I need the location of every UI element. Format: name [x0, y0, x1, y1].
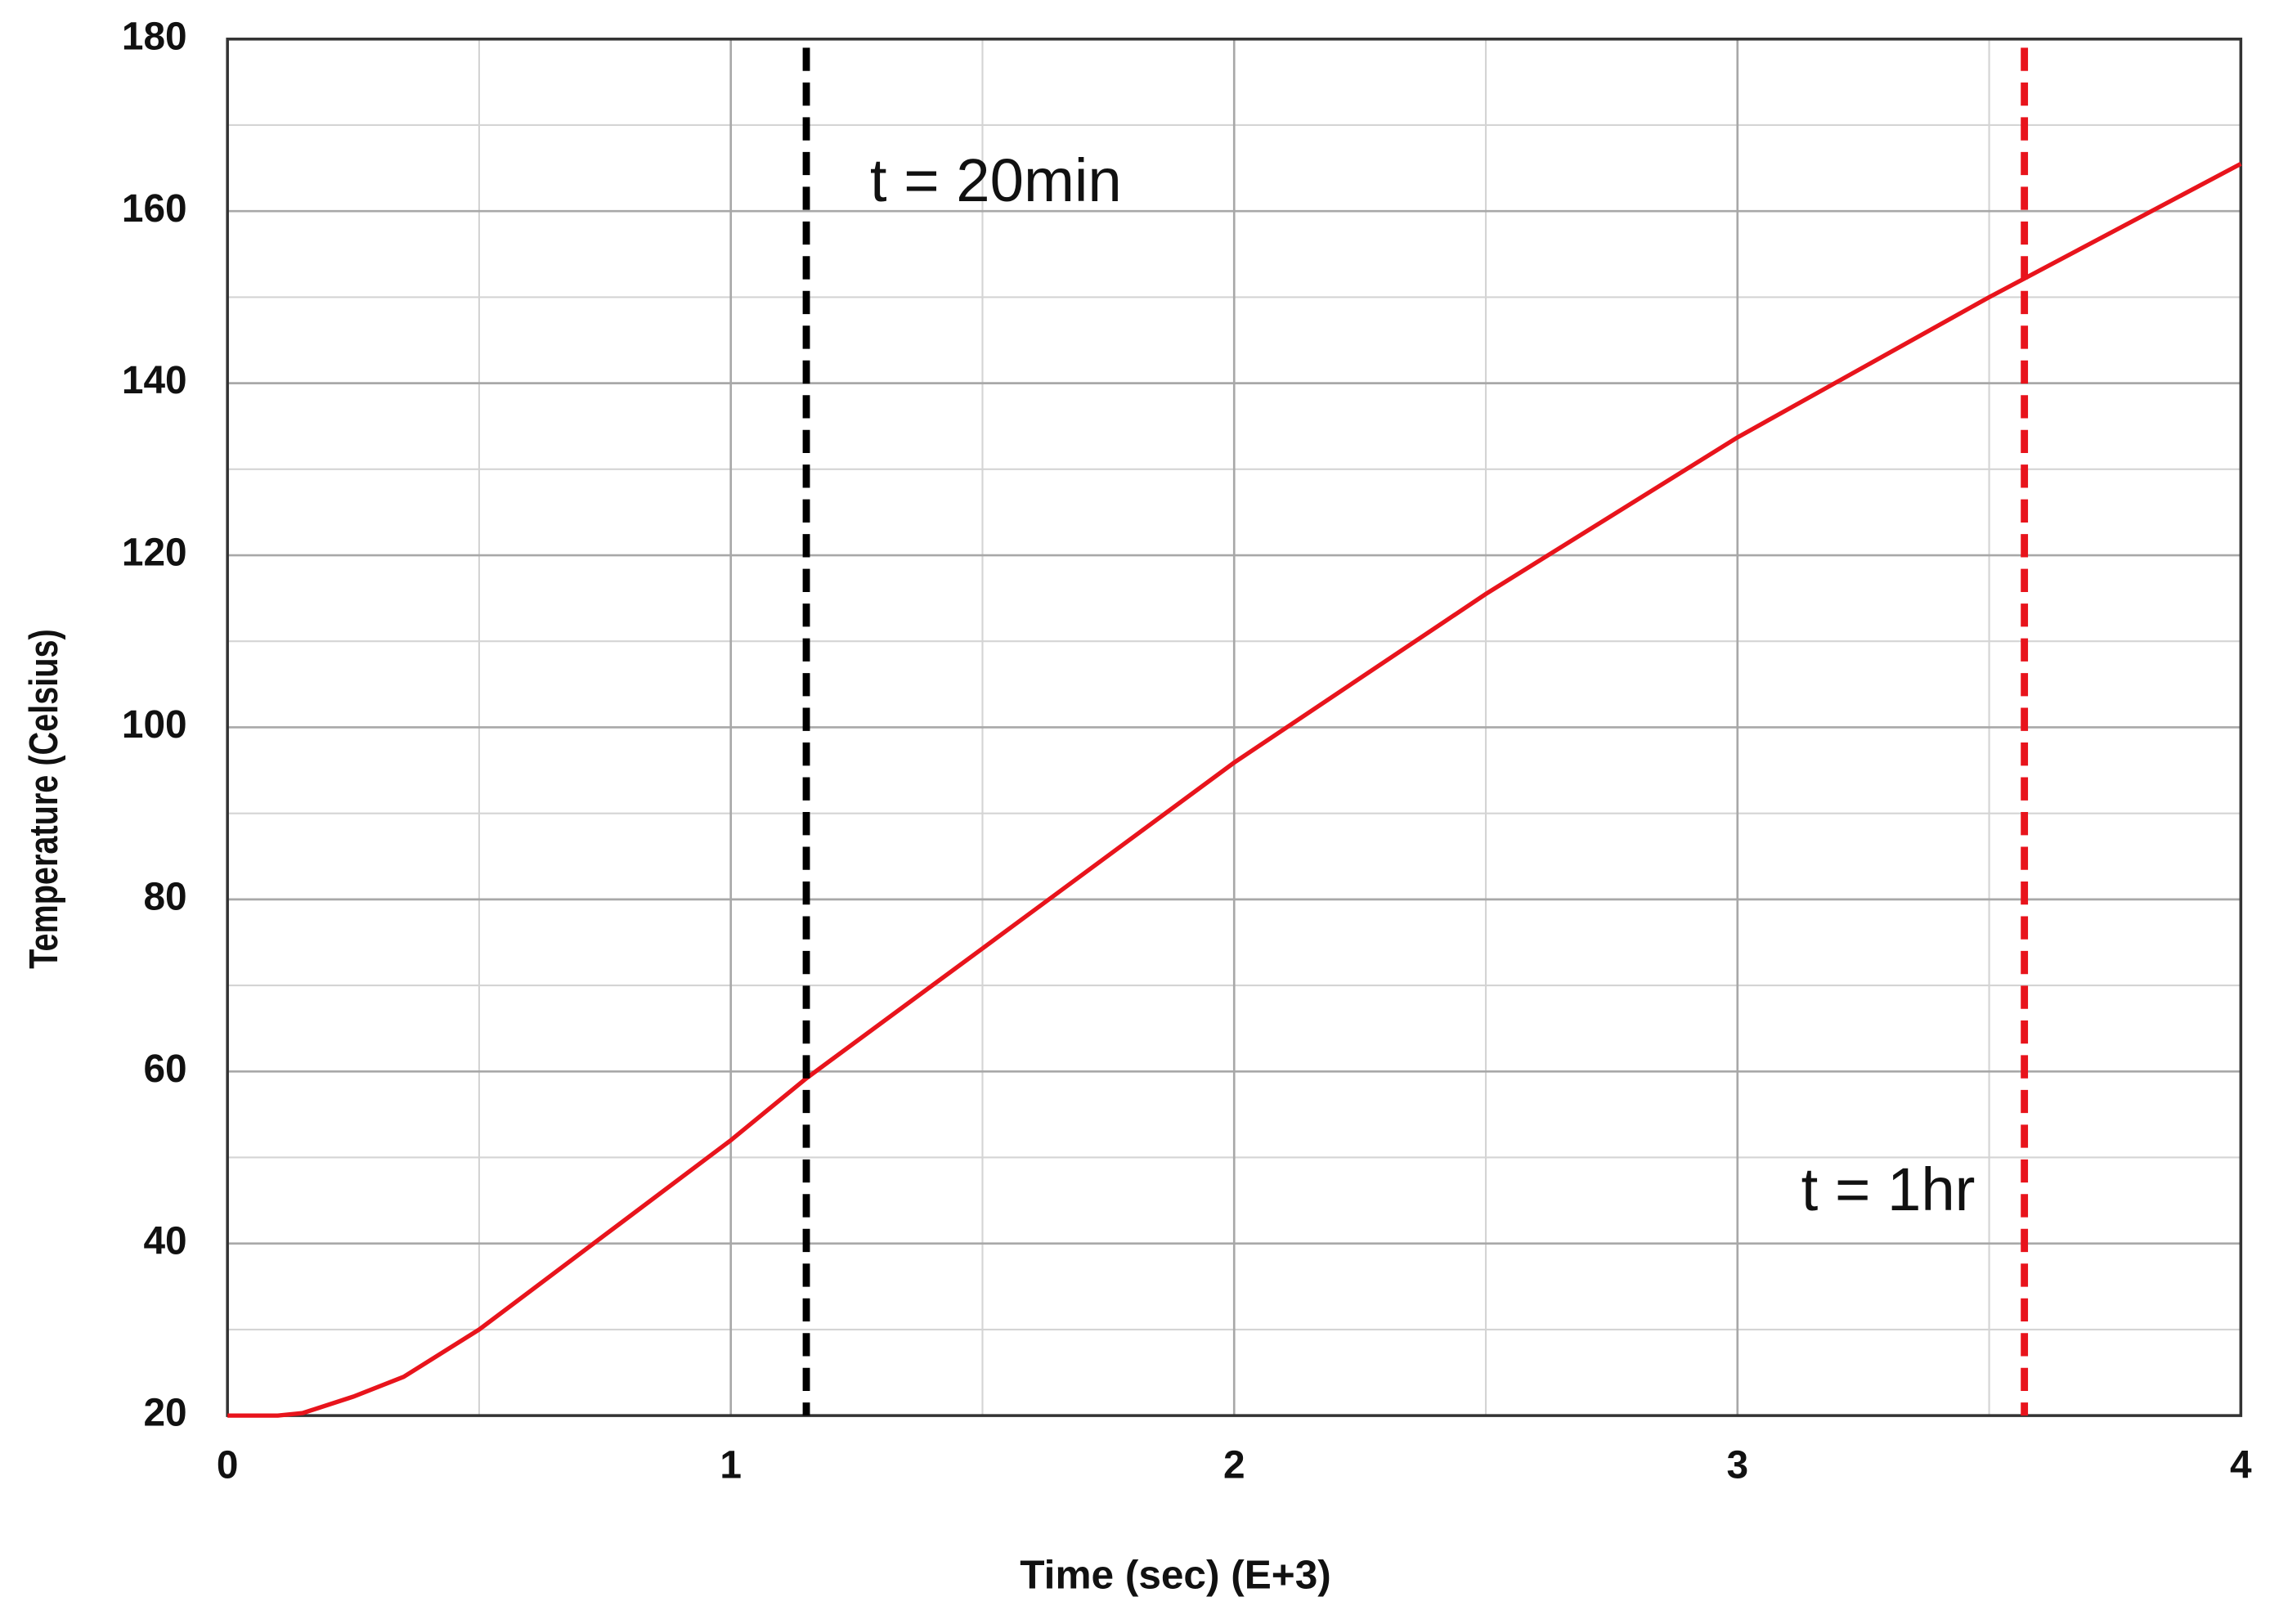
y-tick-label: 160: [122, 187, 187, 231]
x-tick-label: 1: [720, 1443, 742, 1487]
y-tick-label: 120: [122, 532, 187, 575]
annotation: t = 1hr: [1801, 1155, 1976, 1223]
data-line: [227, 161, 2242, 1418]
plot-frame: [226, 38, 2243, 1417]
x-axis-title: Time (sec) (E+3): [1020, 1551, 1330, 1597]
x-tick-label: 0: [217, 1443, 239, 1487]
y-tick-label: 140: [122, 359, 187, 402]
y-tick-label: 80: [143, 875, 186, 918]
y-axis-title: Temperature (Celsius): [20, 629, 66, 969]
x-tick-label: 3: [1726, 1443, 1748, 1487]
x-tick-label: 2: [1223, 1443, 1245, 1487]
y-tick-label: 20: [143, 1392, 186, 1435]
annotation: t = 20min: [870, 146, 1122, 214]
x-tick-label: 4: [2230, 1443, 2252, 1487]
y-tick-label: 60: [143, 1048, 186, 1091]
y-tick-label: 40: [143, 1219, 186, 1263]
y-tick-label: 180: [122, 15, 187, 58]
y-tick-label: 100: [122, 703, 187, 747]
